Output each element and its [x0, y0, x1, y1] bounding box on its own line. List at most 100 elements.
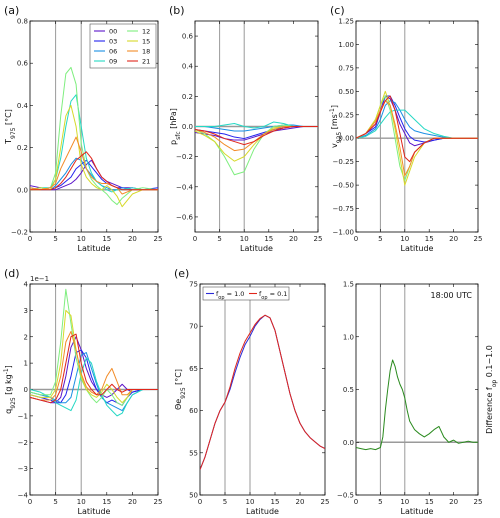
x-tick-label: 5 [378, 235, 382, 243]
y-tick-label: 60 [189, 407, 198, 415]
y-axis-label: q925 [g kg-1] [3, 365, 17, 414]
x-axis-label: Latitude [78, 244, 111, 253]
series-line-06 [30, 157, 158, 191]
axes-frame [355, 20, 479, 233]
y-tick-label: −3 [18, 465, 28, 473]
x-axis-label: Latitude [78, 507, 111, 516]
x-tick-label: 25 [321, 498, 330, 506]
x-axis-label: Latitude [246, 507, 279, 516]
legend-label: 12 [142, 27, 150, 35]
y-tick-label: 1.5 [343, 281, 354, 289]
series-line-12 [30, 288, 158, 406]
y-tick-label: 0.2 [17, 144, 28, 152]
annotation-text: 18:00 UTC [431, 291, 473, 300]
series-line-18 [30, 330, 158, 401]
x-tick-label: 15 [425, 498, 434, 506]
series-line-06 [356, 100, 478, 139]
series-line-09 [356, 109, 478, 139]
y-tick-label: 0.0 [182, 123, 193, 131]
x-tick-label: 10 [400, 498, 409, 506]
legend-label: 18 [142, 47, 150, 55]
panel-label: (a) [4, 4, 19, 17]
y-tick-label: 65 [189, 365, 198, 373]
x-tick-label: 0 [28, 235, 32, 243]
x-tick-label: 5 [53, 498, 57, 506]
panel-label: (b) [169, 4, 185, 17]
x-tick-label: 10 [77, 498, 86, 506]
y-tick-label: −0.4 [176, 183, 194, 191]
panel-label: (c) [330, 4, 345, 17]
y-tick-label: 50 [189, 492, 198, 500]
series-line-09 [30, 357, 158, 417]
series-line-12 [30, 66, 158, 206]
y-tick-label: 1.00 [338, 41, 354, 49]
panel-f: 0 5 10 15 20 25 −0.5 0.0 0.5 1.0 1.5 Latitude Differ… [337, 281, 498, 517]
x-tick-label: 20 [128, 498, 137, 506]
x-axis-label: Latitude [401, 507, 434, 516]
series-group [200, 314, 325, 470]
series-line-15 [30, 309, 158, 404]
y-axis-label: Difference fop 0.1−1.0 [485, 345, 498, 434]
y-tick-label: −0.25 [333, 158, 354, 166]
series-group [356, 90, 478, 186]
series-group [30, 288, 158, 417]
y-tick-label: −1.00 [333, 229, 354, 237]
offset-text: 1e−1 [30, 275, 49, 283]
y-tick-label: 0.75 [338, 64, 354, 72]
series-line-fop-0-1 [200, 314, 325, 470]
y-tick-label: 0.4 [17, 102, 29, 110]
y-tick-label: −4 [18, 492, 29, 500]
y-axis-label: T975 [°C] [4, 109, 17, 145]
y-tick-label: 0.50 [338, 88, 354, 96]
y-tick-label: 0.0 [17, 186, 28, 194]
x-tick-label: 25 [474, 235, 483, 243]
x-tick-label: 5 [378, 498, 382, 506]
x-tick-label: 25 [474, 498, 483, 506]
y-tick-label: 2 [24, 333, 28, 341]
legend: 00 03 06 09 12 15 18 21 [89, 23, 157, 69]
y-tick-label: −0.2 [11, 229, 28, 237]
x-axis-label: Latitude [240, 244, 273, 253]
x-tick-label: 0 [28, 498, 32, 506]
x-tick-label: 20 [296, 498, 305, 506]
panel-d: 0 5 10 15 20 25 −4 −3 −2 −1 0 1 2 3 4 (d) Latitude q925 [… [3, 267, 163, 516]
y-tick-label: −0.6 [176, 213, 194, 221]
x-tick-label: 0 [354, 498, 358, 506]
series-line-21 [30, 333, 158, 404]
x-tick-label: 25 [154, 235, 163, 243]
x-tick-label: 15 [264, 235, 273, 243]
series-line-18-00-UTC [356, 359, 478, 451]
y-tick-label: 0.0 [343, 439, 354, 447]
y-tick-label: 0.00 [338, 135, 354, 143]
series-group [30, 66, 158, 208]
y-tick-label: 4 [24, 281, 29, 289]
x-tick-label: 15 [102, 498, 111, 506]
series-line-21 [356, 95, 478, 163]
x-tick-label: 0 [354, 235, 358, 243]
legend-label: fop = 0.1 [259, 290, 287, 301]
x-tick-label: 10 [400, 235, 409, 243]
legend-label: fop = 1.0 [216, 290, 244, 301]
axes-frame [355, 283, 479, 496]
legend-label: 03 [109, 37, 117, 45]
y-tick-label: −2 [18, 439, 28, 447]
y-tick-label: −0.5 [337, 492, 354, 500]
y-tick-label: 55 [189, 449, 198, 457]
panel-b: 0 5 10 15 20 25 −0.6 −0.4 −0.2 0.0 0.2 0.4 0.6 (b) Lat… [169, 4, 322, 253]
y-tick-label: 0.6 [182, 33, 194, 41]
x-tick-label: 5 [53, 235, 57, 243]
series-group [356, 359, 478, 451]
y-tick-label: 0.5 [343, 386, 354, 394]
y-tick-label: 0.6 [17, 60, 29, 68]
y-tick-label: −1 [18, 412, 28, 420]
x-tick-label: 20 [449, 498, 458, 506]
y-tick-label: −0.2 [176, 153, 193, 161]
panel-a: 0 5 10 15 20 25 −0.2 0.0 0.2 0.4 0.6 0.8(a) Latitude… [4, 4, 162, 253]
x-tick-label: 15 [425, 235, 434, 243]
y-tick-label: 1.25 [338, 18, 354, 26]
series-line-00 [195, 126, 318, 141]
x-axis-label: Latitude [401, 244, 434, 253]
x-tick-label: 25 [154, 498, 163, 506]
y-tick-label: 0 [24, 386, 28, 394]
axes-frame [199, 283, 326, 496]
